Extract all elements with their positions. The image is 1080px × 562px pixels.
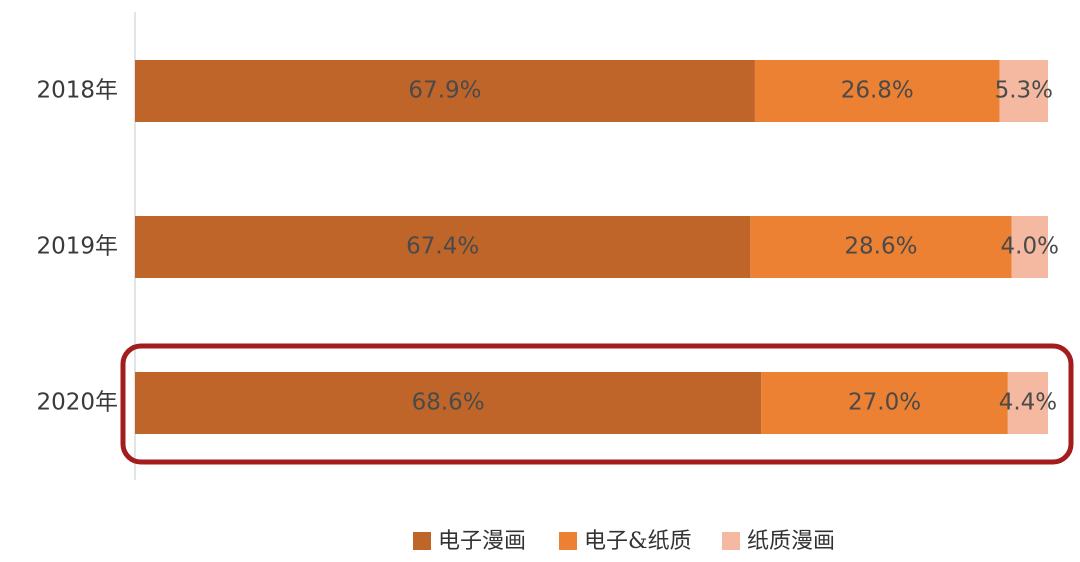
legend-label: 纸质漫画 <box>747 529 835 554</box>
bar-segment <box>1007 372 1048 434</box>
bar-segment <box>135 216 751 278</box>
value-label: 67.4% <box>406 234 479 260</box>
value-label: 27.0% <box>848 390 921 416</box>
plot: 2018年 67.9% 26.8% 5.3% 2019年 67.4% 28.6% 4.0% 20… <box>36 60 1059 434</box>
bar-segment <box>761 372 1008 434</box>
category-label: 2019年 <box>36 234 118 260</box>
category-label: 2020年 <box>36 390 118 416</box>
value-label: 4.4% <box>999 390 1057 416</box>
value-label: 67.9% <box>408 78 481 104</box>
value-label: 5.3% <box>995 78 1053 104</box>
legend-swatch <box>722 532 740 550</box>
legend: 电子漫画 电子&纸质 纸质漫画 <box>413 529 835 554</box>
value-label: 4.0% <box>1001 234 1059 260</box>
value-label: 68.6% <box>412 390 485 416</box>
legend-label: 电子漫画 <box>438 529 526 554</box>
highlight-box <box>120 343 1074 465</box>
legend-swatch <box>559 532 577 550</box>
legend-label: 电子&纸质 <box>584 529 692 554</box>
bar-segment <box>135 372 762 434</box>
legend-swatch <box>413 532 431 550</box>
bar-segment <box>135 60 755 122</box>
bar-segment <box>750 216 1012 278</box>
bar-segment <box>999 60 1048 122</box>
category-label: 2018年 <box>36 78 118 104</box>
bar-segment <box>1011 216 1048 278</box>
value-label: 28.6% <box>844 234 917 260</box>
bar-segment <box>754 60 1000 122</box>
value-label: 26.8% <box>841 78 914 104</box>
